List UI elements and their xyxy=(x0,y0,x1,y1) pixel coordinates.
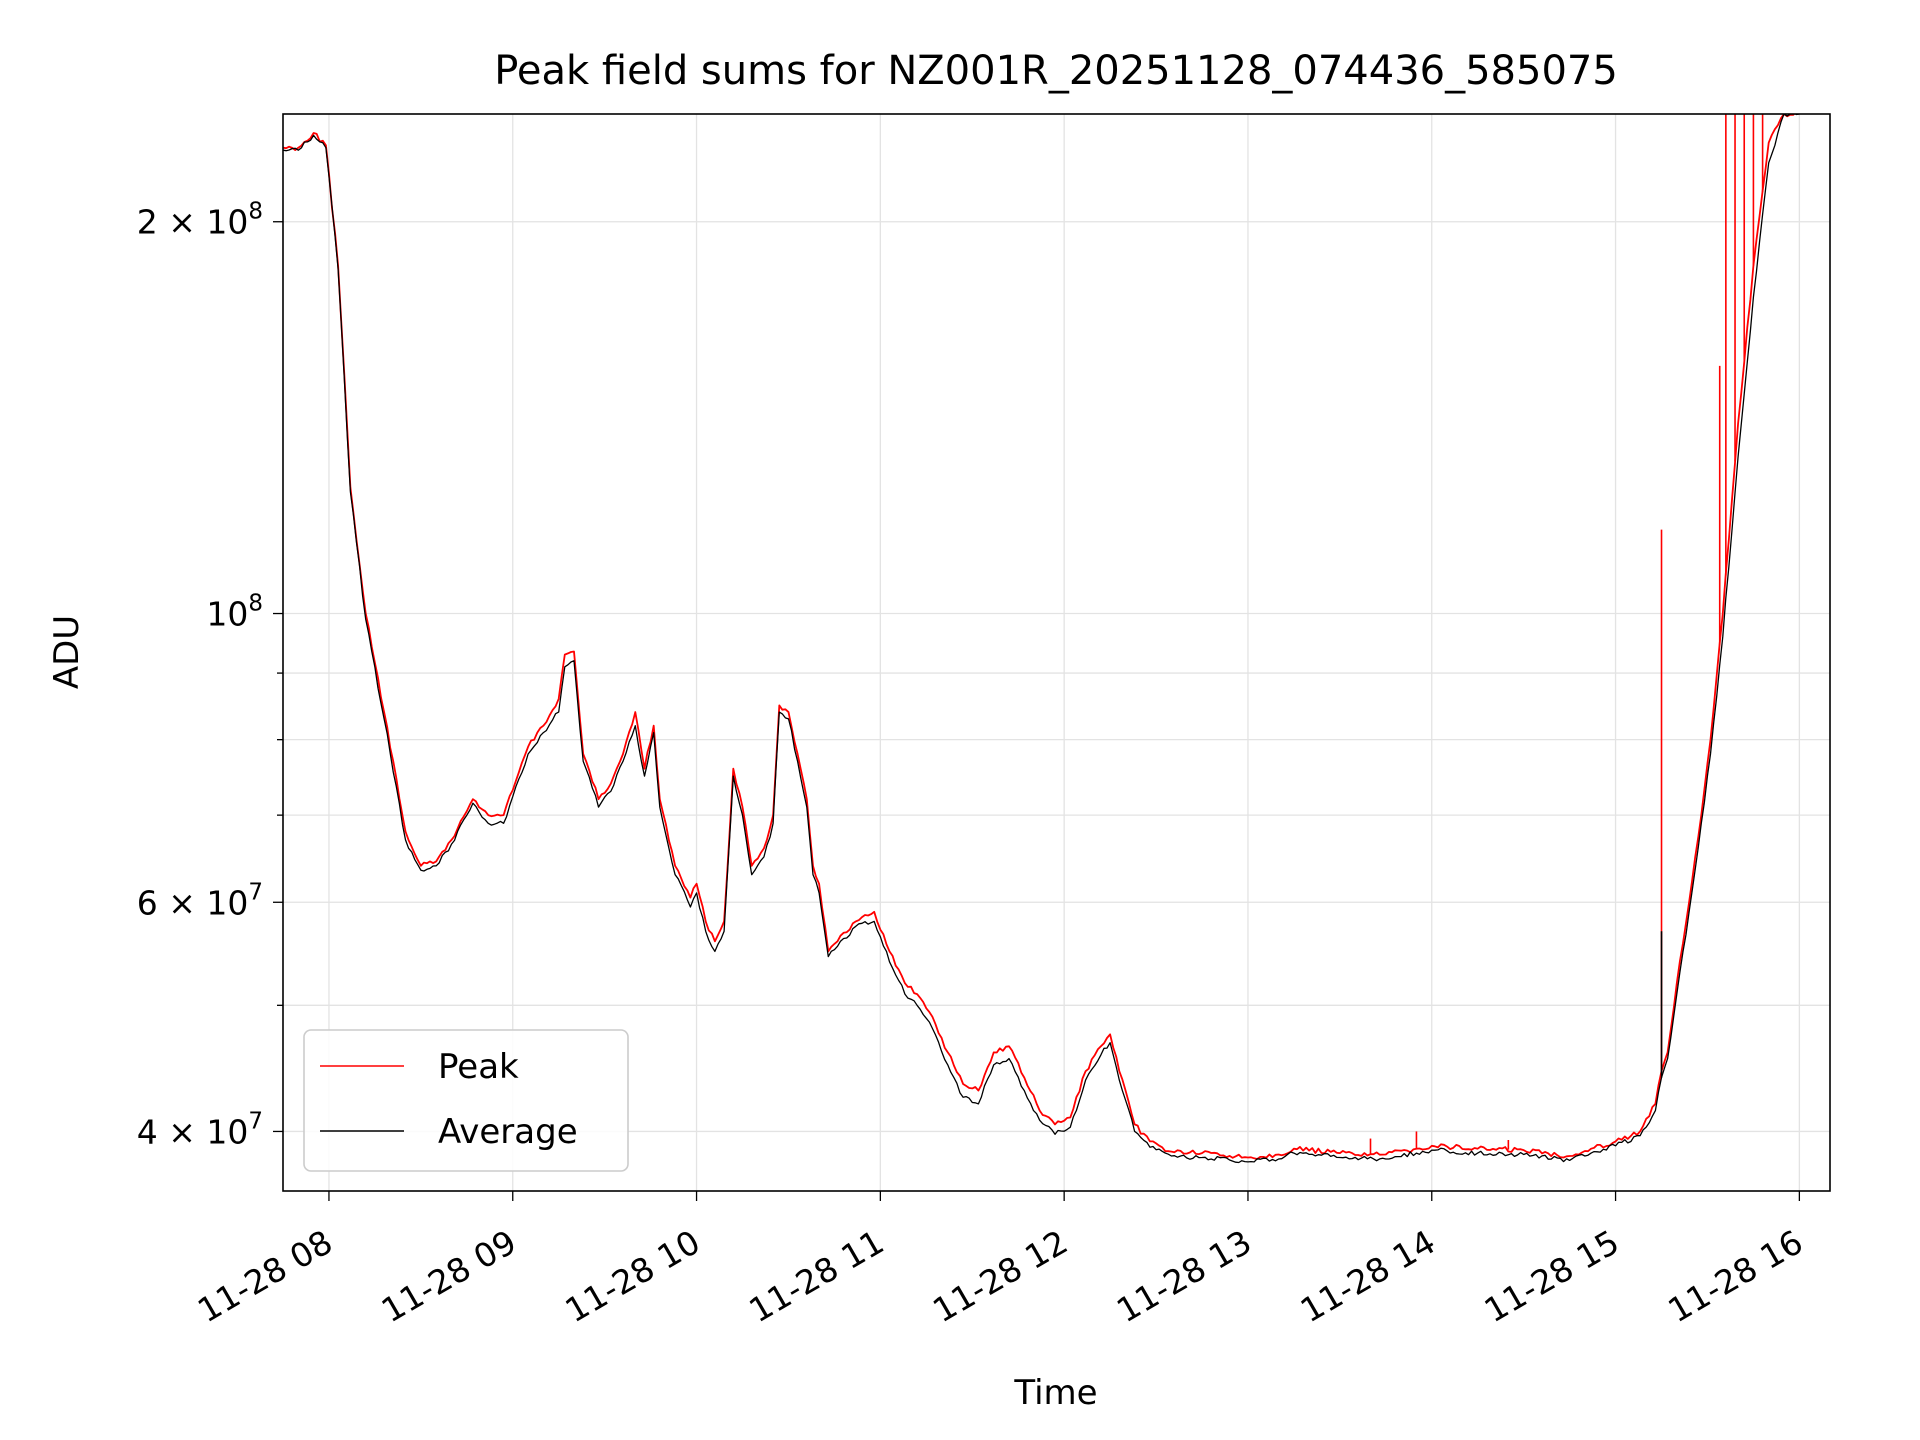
y-tick-label: 108 xyxy=(206,591,263,634)
y-tick-label: 6 × 107 xyxy=(137,879,263,922)
chart-title: Peak field sums for NZ001R_20251128_0744… xyxy=(494,48,1618,94)
y-tick-label: 4 × 107 xyxy=(137,1108,263,1151)
plot-frame xyxy=(282,113,1831,1192)
series-line-average xyxy=(283,114,1800,1164)
grid xyxy=(283,114,1830,1191)
series-layer xyxy=(283,114,1800,1164)
y-axis-label: ADU xyxy=(47,615,87,689)
x-axis-label: Time xyxy=(1013,1373,1097,1413)
legend: Peak Average xyxy=(303,1029,629,1172)
axis-ticks xyxy=(273,221,1801,1201)
legend-label-average: Average xyxy=(438,1112,578,1152)
y-tick-label: 2 × 108 xyxy=(137,199,263,242)
legend-label-peak: Peak xyxy=(438,1047,519,1087)
series-line-peak xyxy=(283,114,1800,1160)
